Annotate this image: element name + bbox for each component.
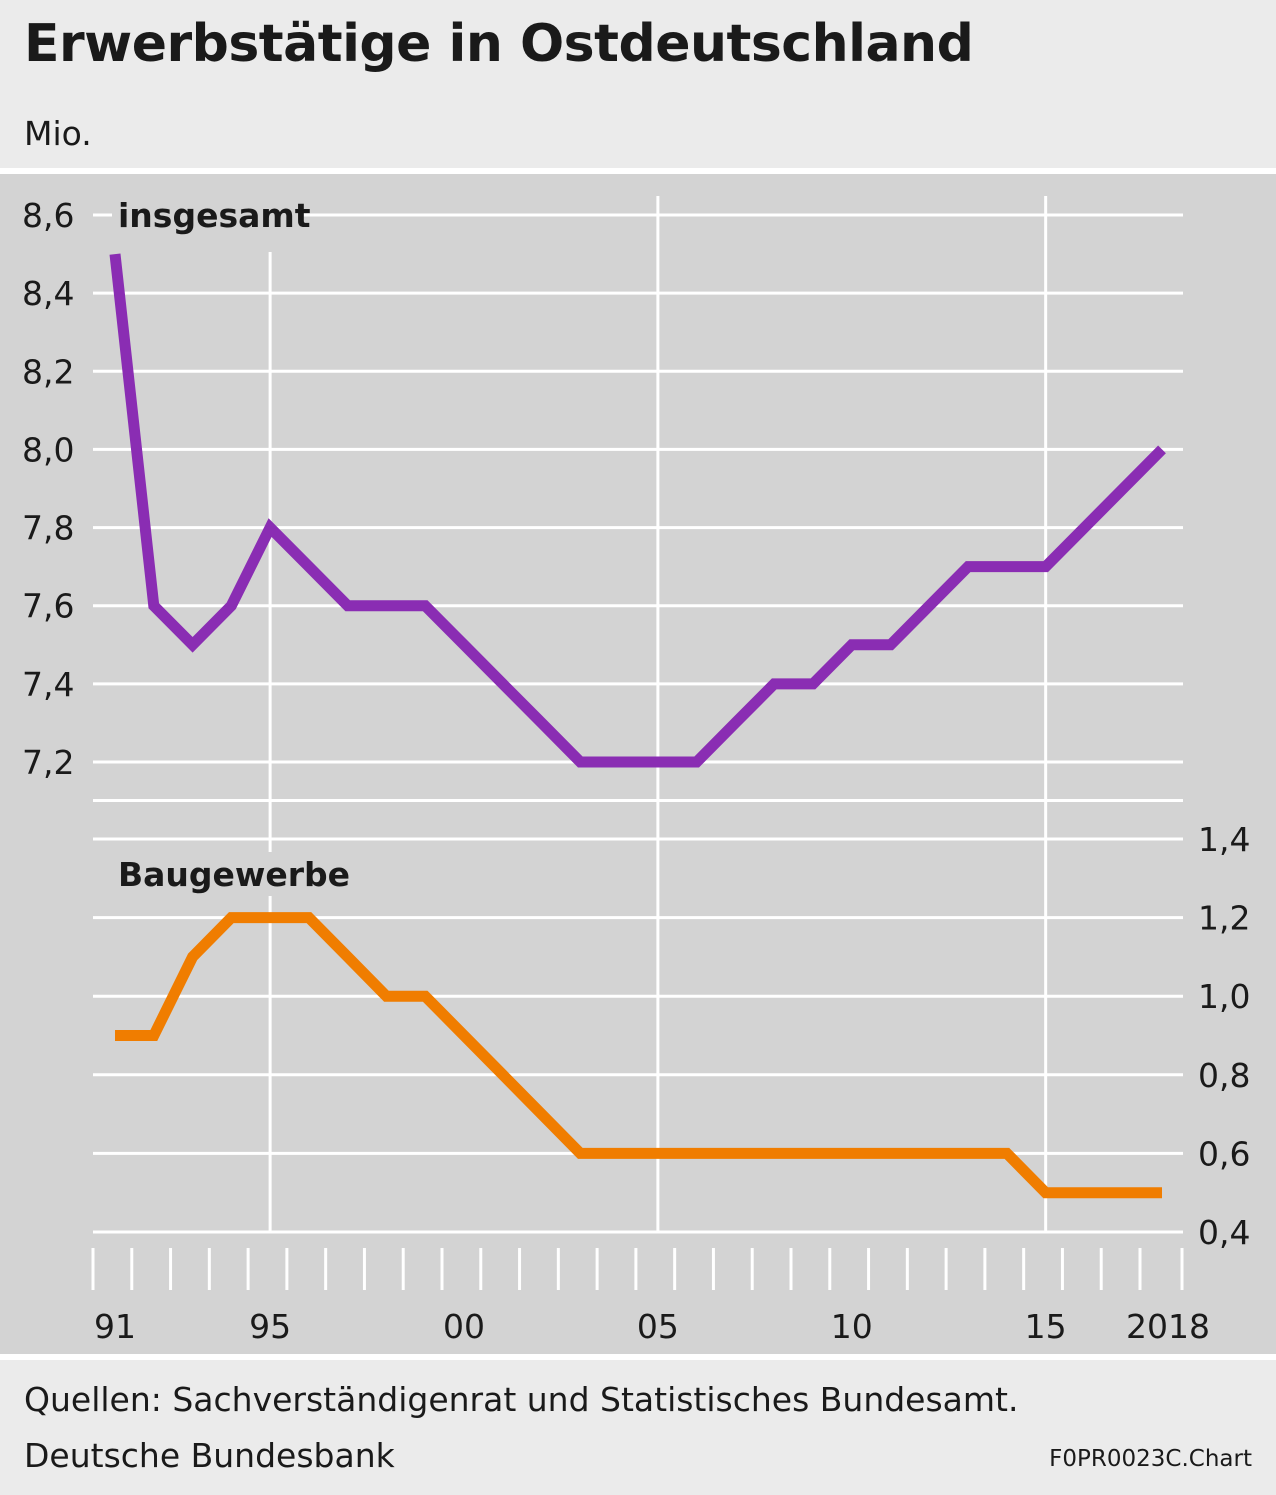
series-line-insgesamt <box>109 253 1166 768</box>
y-tick-label: 7,2 <box>22 743 74 782</box>
top-separator <box>0 168 1276 174</box>
x-tick-label: 2018 <box>1126 1307 1210 1346</box>
y-tick-label: 1,0 <box>1198 977 1250 1016</box>
x-tick-label: 15 <box>1025 1307 1067 1346</box>
plot-area: 91 95 00 05 10 15 2018 7,2 7,4 7,6 7,8 8,0 8,2 8,4 8,6… <box>0 174 1276 1354</box>
y-tick-label: 0,8 <box>1198 1056 1250 1095</box>
series-label-insgesamt: insgesamt <box>118 196 311 235</box>
y-tick-label: 1,4 <box>1198 820 1250 859</box>
source-line-1: Quellen: Sachverständigenrat und Statist… <box>24 1380 1019 1419</box>
y-tick-label: 8,4 <box>22 274 74 313</box>
series-label-bg <box>112 193 302 237</box>
x-tick-label: 91 <box>94 1307 136 1346</box>
series-label-bg <box>112 852 344 896</box>
chart-footer: Quellen: Sachverständigenrat und Statist… <box>0 1360 1276 1495</box>
x-tick-label: 10 <box>831 1307 873 1346</box>
y-tick-label: 8,0 <box>22 430 74 469</box>
x-tick-label: 95 <box>249 1307 291 1346</box>
source-line-2: Deutsche Bundesbank <box>24 1436 395 1475</box>
bottom-separator <box>0 1354 1276 1360</box>
y-tick-label: 7,6 <box>22 587 74 626</box>
chart-code: F0PR0023C.Chart <box>1049 1446 1252 1472</box>
y-tick-label: 7,8 <box>22 509 74 548</box>
y-tick-label: 0,4 <box>1198 1213 1250 1252</box>
x-tick-label: 00 <box>443 1307 485 1346</box>
y-tick-label: 7,4 <box>22 665 74 704</box>
line-chart: 91 95 00 05 10 15 2018 7,2 7,4 7,6 7,8 8,0 8,2 8,4 8,6… <box>22 193 1250 1346</box>
series-line-baugewerbe <box>115 912 1162 1199</box>
y-tick-label: 8,6 <box>22 196 74 235</box>
y-tick-label: 8,2 <box>22 352 74 391</box>
unit-label: Mio. <box>24 114 92 153</box>
series-label-baugewerbe: Baugewerbe <box>118 855 350 894</box>
chart-title: Erwerbstätige in Ostdeutschland <box>24 14 974 74</box>
y-tick-label: 0,6 <box>1198 1134 1250 1173</box>
x-tick-label: 05 <box>637 1307 679 1346</box>
y-tick-label: 1,2 <box>1198 899 1250 938</box>
chart-header: Erwerbstätige in Ostdeutschland Mio. <box>0 0 1276 168</box>
